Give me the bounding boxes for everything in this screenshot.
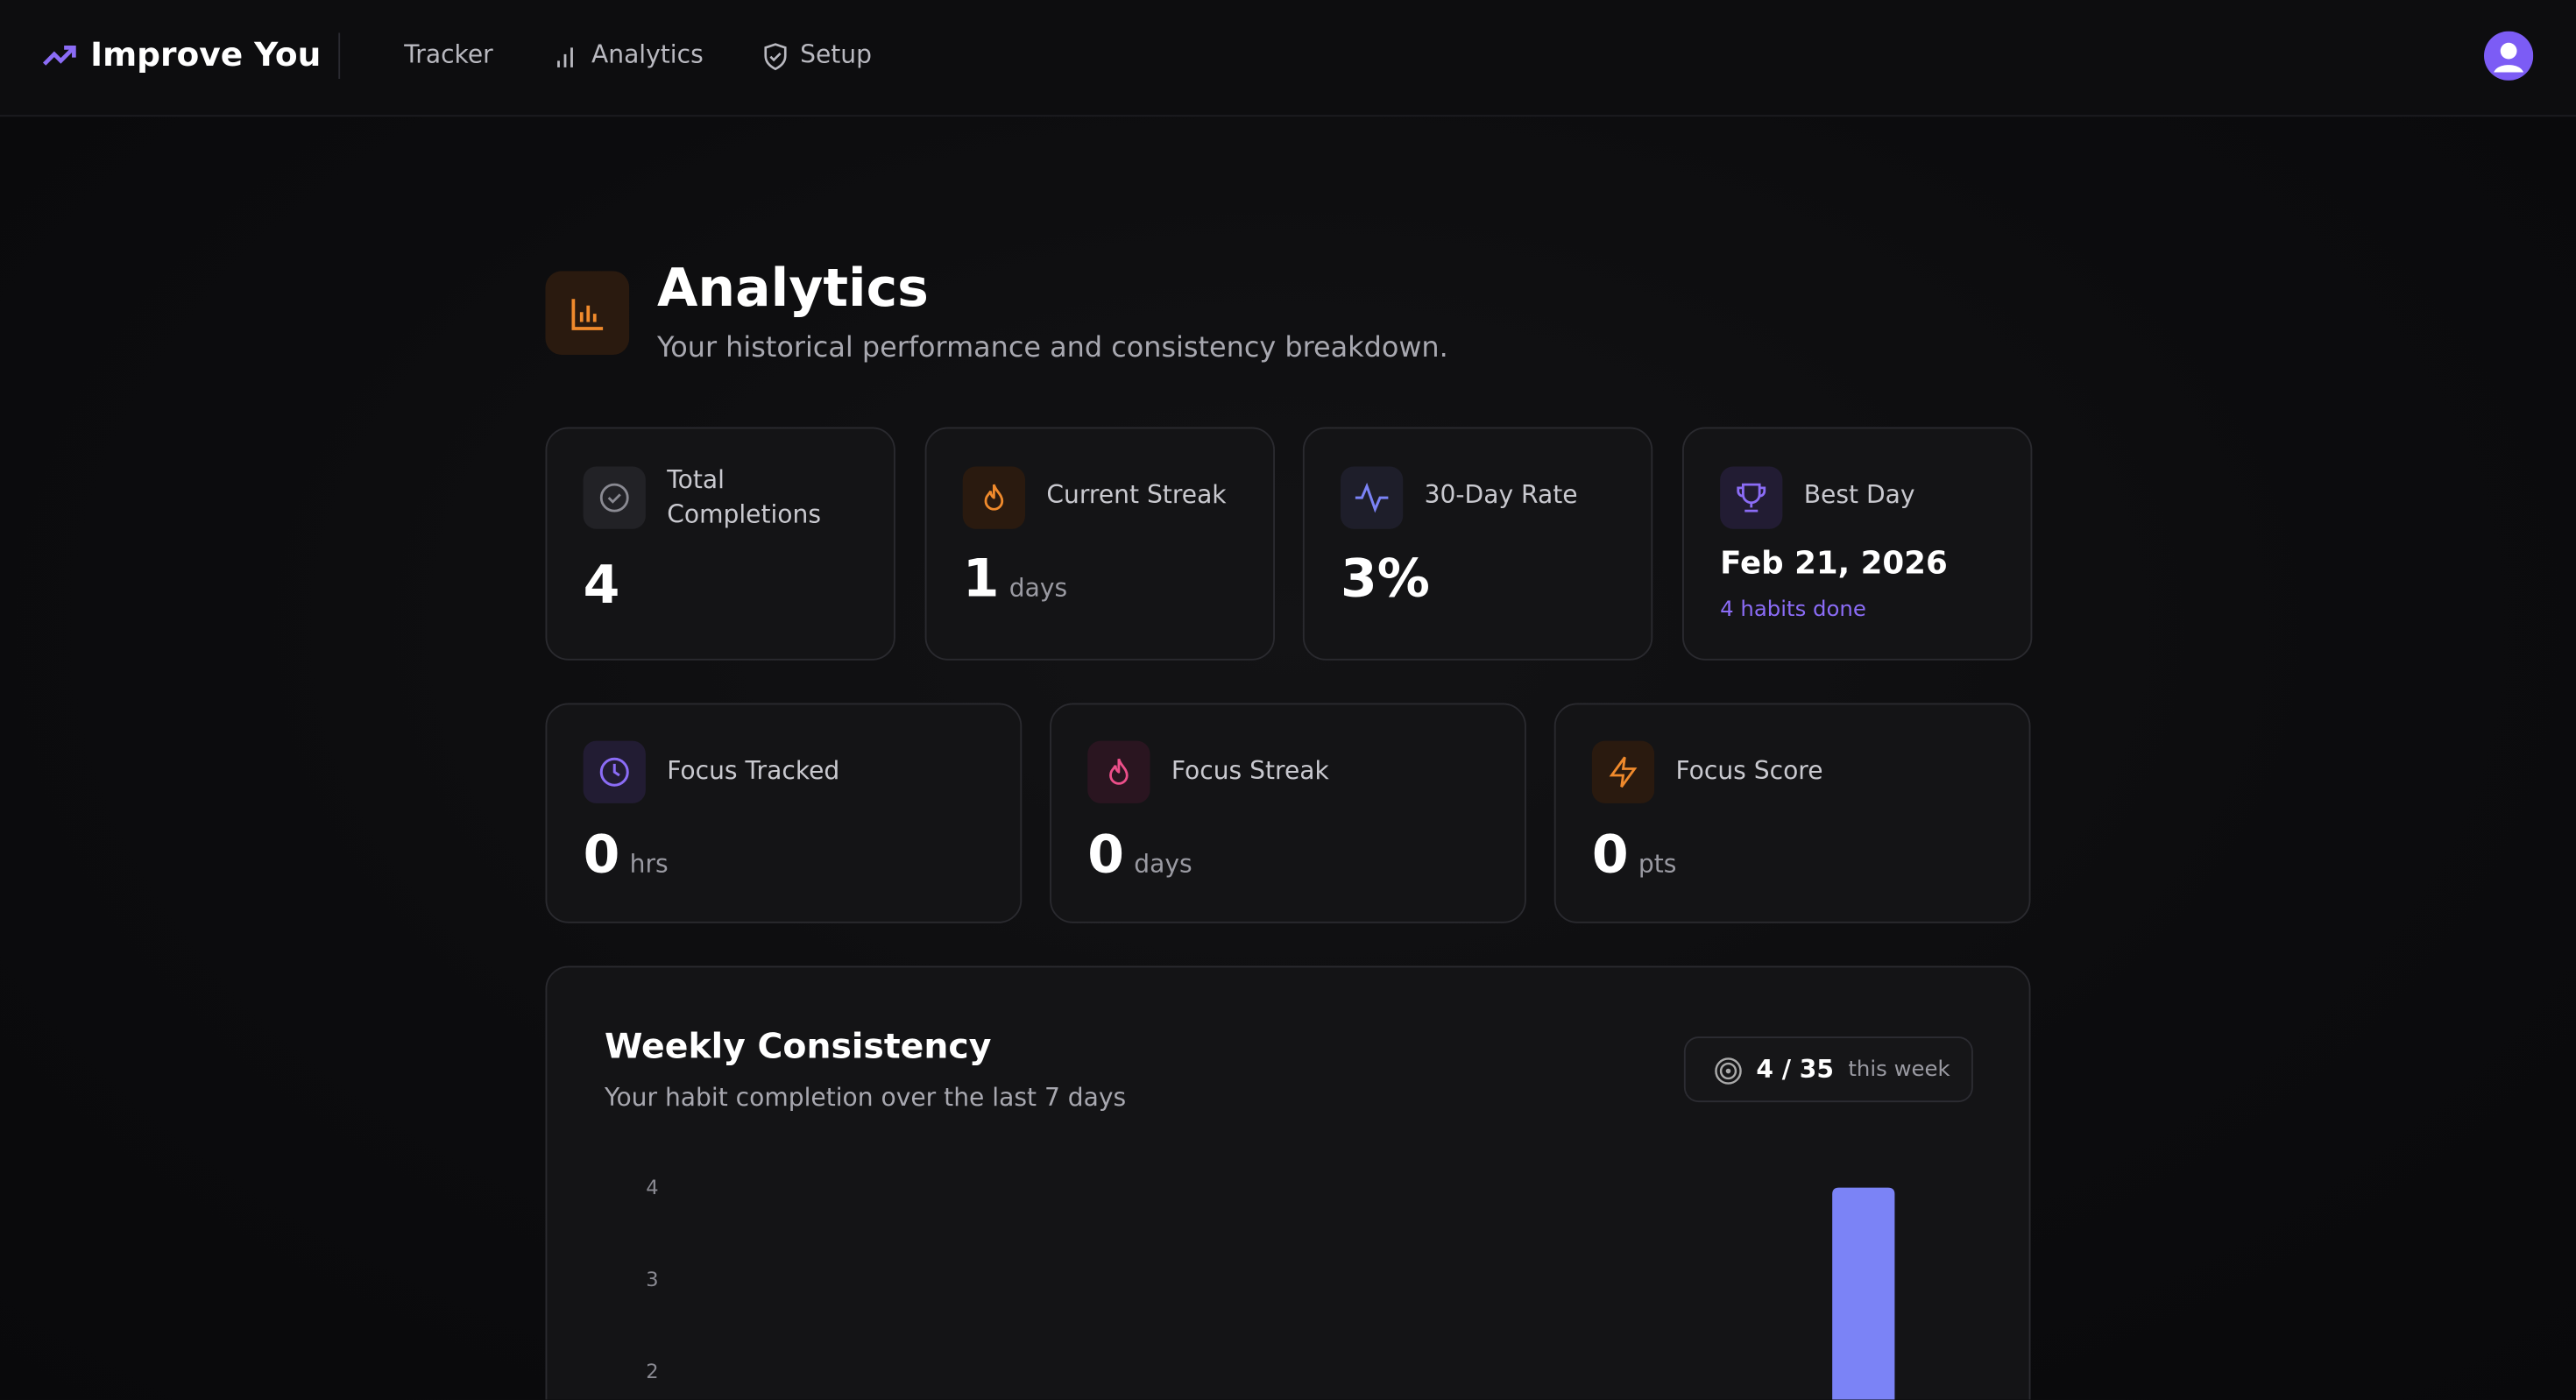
icon	[583, 740, 646, 803]
avatar[interactable]	[2484, 31, 2534, 81]
nav-link[interactable]: Analytics	[591, 39, 704, 69]
bar	[1832, 1187, 1895, 1400]
focus-label: Focus Score	[1675, 755, 1823, 786]
focus-value: 0	[1591, 823, 1629, 886]
navbar: Improve You Tracker Analytics Setup	[0, 0, 2576, 117]
stat-label: Best Day	[1803, 479, 1915, 510]
focus-label: Focus Tracked	[667, 755, 840, 786]
stat-card: 30-Day Rate 3%	[1302, 427, 1653, 661]
stat-value: Feb 21, 2026	[1720, 545, 1948, 582]
y-tick-label: 2	[646, 1361, 658, 1383]
y-tick-label: 4	[646, 1177, 658, 1199]
divider	[338, 32, 341, 79]
setup-icon	[764, 43, 787, 71]
brand[interactable]: Improve You	[90, 34, 322, 74]
stat-note: 4 habits done	[1720, 597, 1866, 623]
nav-link[interactable]: Setup	[800, 39, 873, 69]
page-subtitle: Your historical performance and consiste…	[657, 331, 1448, 365]
weekly-card: Weekly Consistency Your habit completion…	[545, 965, 2031, 1400]
badge-label: this week	[1848, 1057, 1950, 1083]
stat-unit: days	[1008, 573, 1068, 604]
icon	[1087, 740, 1150, 803]
focus-card: Focus Streak 0 days	[1050, 703, 1526, 923]
stat-value: 1	[962, 547, 1000, 610]
icon	[962, 466, 1025, 529]
focus-card: Focus Tracked 0 hrs	[545, 703, 1023, 923]
stat-card: Best Day Feb 21, 2026 4 habits done	[1682, 427, 2033, 661]
nav-link[interactable]: Tracker	[404, 39, 493, 69]
focus-unit: pts	[1638, 849, 1677, 880]
page-title: Analytics	[657, 256, 929, 319]
brand-icon	[42, 46, 76, 66]
y-tick-label: 3	[646, 1269, 658, 1291]
focus-label: Focus Streak	[1171, 755, 1329, 786]
stat-label: Total Completions	[667, 464, 822, 529]
focus-card: Focus Score 0 pts	[1553, 703, 2031, 923]
icon	[583, 466, 646, 529]
icon	[1341, 466, 1404, 529]
stat-label: Current Streak	[1046, 479, 1227, 510]
stat-card: Total Completions 4	[545, 427, 895, 661]
header-icon	[545, 271, 630, 355]
icon	[1591, 740, 1655, 803]
badge-value: 4 / 35	[1756, 1054, 1834, 1085]
analytics-icon	[557, 47, 573, 67]
stat-card: Current Streak 1 days	[924, 427, 1275, 661]
focus-unit: hrs	[629, 849, 669, 880]
weekly-title: Weekly Consistency	[605, 1026, 992, 1066]
weekly-badge: 4 / 35 this week	[1683, 1036, 1973, 1103]
stat-label: 30-Day Rate	[1424, 479, 1578, 510]
focus-value: 0	[1087, 823, 1124, 886]
target-icon	[1715, 1057, 1742, 1085]
weekly-subtitle: Your habit completion over the last 7 da…	[605, 1082, 1127, 1113]
focus-unit: days	[1134, 849, 1192, 880]
stat-value: 3%	[1341, 547, 1430, 610]
stat-value: 4	[583, 553, 620, 617]
icon	[1720, 466, 1783, 529]
focus-value: 0	[583, 823, 620, 886]
